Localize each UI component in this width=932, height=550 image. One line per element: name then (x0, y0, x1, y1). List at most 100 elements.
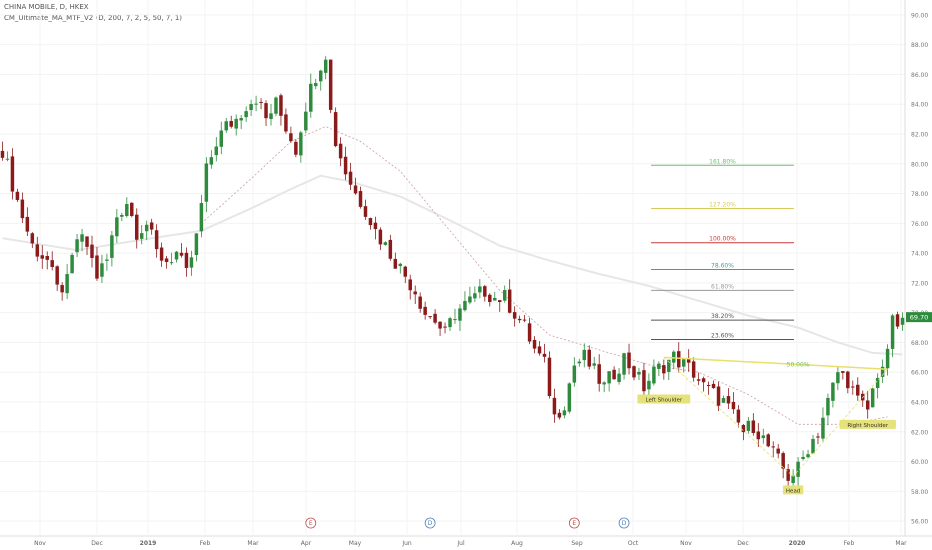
candle-body (522, 319, 527, 321)
candle-body (304, 111, 308, 131)
fib-level-label: 100.00% (709, 236, 736, 243)
candle-body (721, 398, 726, 403)
candle-body (55, 266, 59, 285)
candle-body (289, 133, 293, 142)
candle-body (681, 359, 686, 367)
last-price-tag (906, 312, 932, 323)
candle-body (552, 397, 557, 415)
candle-body (244, 111, 248, 118)
candle-body (343, 156, 348, 175)
y-tick-label: 88.00 (911, 42, 928, 49)
candle-body (120, 214, 124, 217)
last-price-label: 69.70 (910, 314, 929, 322)
candle-body (333, 112, 338, 147)
candle-body (527, 323, 532, 342)
candle-body (895, 314, 900, 327)
candle-body (826, 397, 830, 416)
candle-body (831, 382, 835, 401)
candle-body (572, 365, 577, 383)
candle-body (229, 120, 233, 127)
candle-body (423, 306, 427, 315)
candle-body (786, 469, 790, 481)
candle-body (622, 353, 626, 375)
candle-body (463, 300, 467, 311)
candle-body (35, 244, 40, 257)
candle-body (294, 141, 298, 155)
candle-body (512, 312, 517, 319)
candle-body (696, 379, 701, 381)
candle-body (771, 446, 775, 448)
candle-body (493, 297, 497, 301)
candle-body (388, 239, 393, 259)
candle-body (259, 101, 263, 103)
candle-body (284, 114, 288, 132)
candle-body (537, 346, 542, 354)
candle-body (706, 385, 711, 387)
fib-level-label: 127.20% (709, 201, 736, 208)
candle-body (299, 132, 303, 156)
y-tick-label: 58.00 (911, 489, 928, 496)
y-tick-label: 64.00 (911, 400, 928, 407)
candle-body (801, 456, 805, 460)
pattern-label-box (637, 394, 691, 404)
candle-body (25, 216, 30, 232)
candle-body (746, 420, 751, 431)
x-tick-label: Feb (200, 540, 211, 547)
candle-body (880, 366, 885, 377)
candle-body (821, 417, 825, 439)
candle-body (766, 434, 770, 447)
event-label: D (428, 520, 433, 527)
candle-body (468, 296, 472, 303)
event-marker (305, 517, 317, 529)
candle-body (900, 317, 905, 325)
candle-body (691, 361, 696, 378)
x-tick-label: Mar (247, 540, 259, 547)
candle-body (60, 285, 64, 293)
candle-body (194, 233, 199, 256)
event-marker (618, 517, 630, 529)
candle-body (458, 308, 462, 321)
candle-body (408, 279, 412, 291)
candle-body (100, 263, 104, 277)
candle-body (125, 204, 129, 217)
symbol-title: CHINA MOBILE, D, HKEX (4, 3, 89, 11)
candle-body (428, 316, 432, 318)
candle-body (751, 420, 756, 433)
candle-body (15, 191, 20, 200)
candle-body (264, 103, 268, 119)
candle-body (214, 146, 219, 156)
pattern-label: Right Shoulder (847, 423, 888, 429)
candle-body (10, 156, 15, 192)
candle-body (70, 254, 74, 274)
event-label: D (622, 520, 627, 527)
candle-body (274, 97, 278, 114)
candle-body (806, 454, 810, 458)
y-tick-label: 90.00 (911, 12, 928, 19)
x-tick-label: Oct (628, 540, 639, 547)
candle-body (851, 386, 855, 388)
candle-body (448, 318, 452, 328)
candle-body (791, 475, 795, 484)
candle-body (154, 230, 159, 250)
candle-body (642, 370, 646, 392)
candle-body (279, 95, 283, 116)
candle-body (562, 410, 567, 416)
candle-body (657, 363, 661, 369)
y-tick-label: 78.00 (911, 191, 928, 198)
candle-body (502, 290, 507, 301)
candle-body (328, 59, 333, 110)
candle-body (269, 113, 273, 120)
candle-body (627, 352, 631, 369)
y-tick-label: 66.00 (911, 370, 928, 377)
candle-body (159, 247, 164, 261)
x-tick-label: Jun (401, 540, 412, 547)
candle-body (110, 235, 114, 258)
candle-body (383, 242, 388, 245)
candle-body (115, 217, 119, 237)
candle-body (224, 121, 228, 131)
candle-body (85, 236, 89, 247)
candle-body (662, 365, 666, 374)
candle-body (403, 266, 408, 277)
candle-body (20, 199, 25, 219)
